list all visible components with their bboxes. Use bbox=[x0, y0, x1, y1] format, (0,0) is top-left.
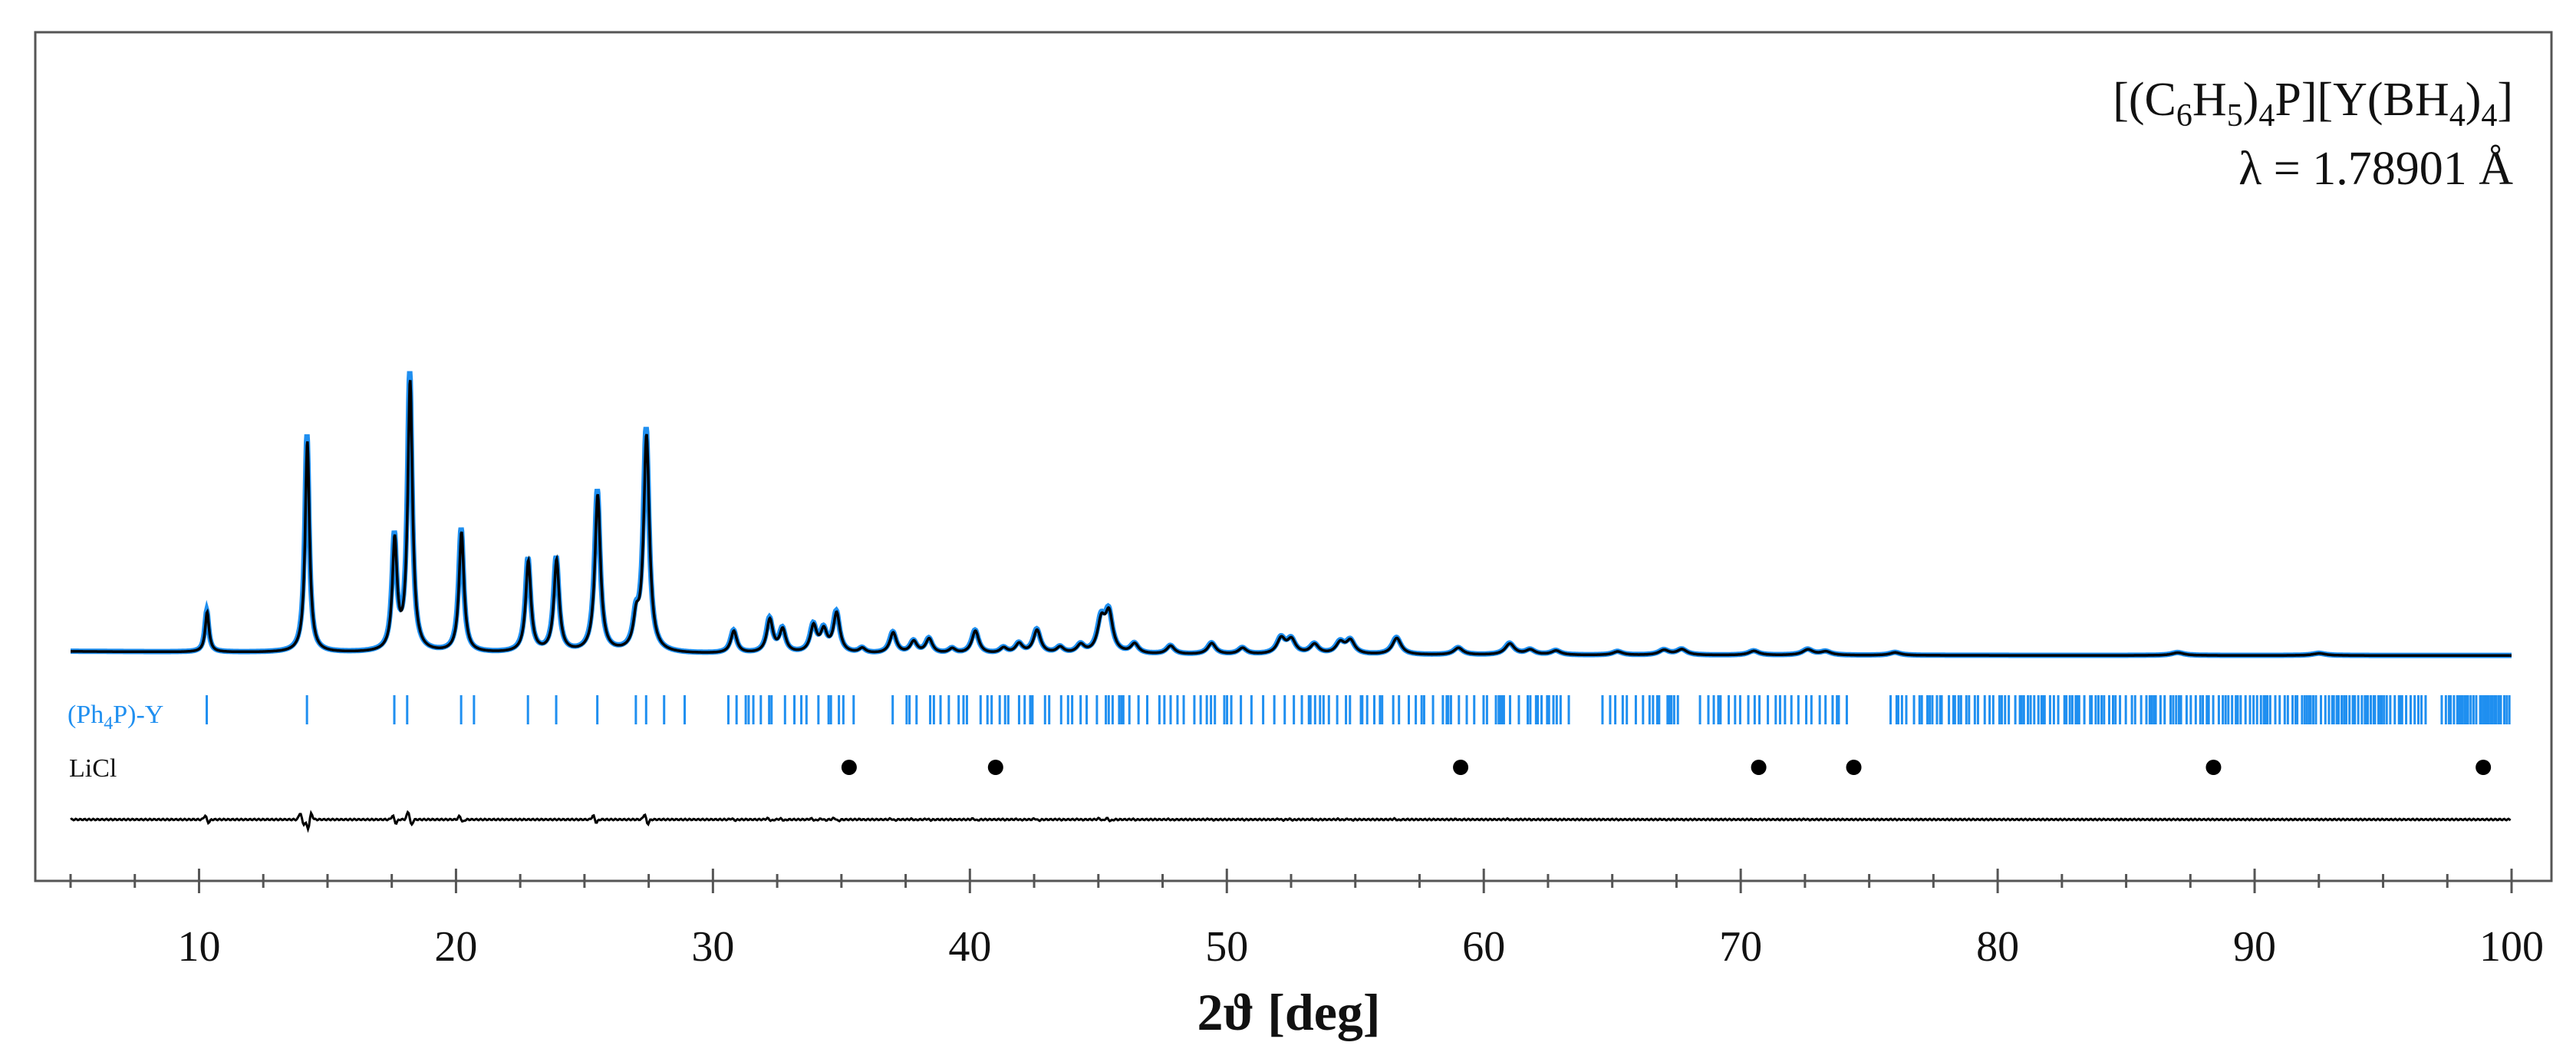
licl-reflection-dot bbox=[2205, 760, 2222, 775]
licl-reflection-dot bbox=[841, 760, 857, 775]
calculated-pattern bbox=[71, 380, 2512, 658]
x-tick-label: 90 bbox=[2233, 923, 2276, 971]
x-tick-label: 70 bbox=[1719, 923, 1762, 971]
difference-curve bbox=[70, 810, 2512, 833]
x-tick-label: 50 bbox=[1205, 923, 1248, 971]
x-tick-label: 30 bbox=[691, 923, 734, 971]
observed-line bbox=[71, 371, 2512, 658]
licl-reflection-dot bbox=[1751, 760, 1767, 775]
x-axis-ticks: 10 20 30 40 50 60 70 80 90 100 bbox=[69, 869, 2544, 971]
licl-phase-label: LiCl bbox=[69, 754, 117, 783]
primary-phase-label: (Ph4P)-Y bbox=[68, 701, 163, 734]
x-tick-label: 20 bbox=[434, 923, 477, 971]
primary-phase-label-sub: 4 bbox=[104, 714, 113, 734]
licl-reflection-dot bbox=[987, 760, 1003, 775]
x-tick-label: 80 bbox=[1976, 923, 2019, 971]
x-tick-label: 100 bbox=[2479, 923, 2544, 971]
wavelength-annotation: λ = 1.78901 Å bbox=[2238, 143, 2513, 195]
x-tick-label: 10 bbox=[177, 923, 220, 971]
licl-reflection-dot bbox=[1846, 760, 1862, 775]
licl-reflection-dot bbox=[1453, 760, 1469, 775]
primary-phase-reflections bbox=[206, 695, 2511, 724]
observed-pattern bbox=[71, 371, 2512, 658]
x-tick-label: 40 bbox=[948, 923, 991, 971]
calculated-line bbox=[71, 380, 2512, 658]
difference-line bbox=[70, 810, 2512, 833]
licl-reflections bbox=[841, 760, 2492, 775]
plot-frame bbox=[34, 31, 2553, 882]
licl-reflection-dot bbox=[2476, 760, 2492, 775]
x-tick-label: 60 bbox=[1462, 923, 1505, 971]
formula-annotation: [(C6H5)4P][Y(BH4)4] bbox=[2113, 74, 2513, 134]
x-axis-title: 2ϑ [deg] bbox=[1197, 983, 1380, 1041]
